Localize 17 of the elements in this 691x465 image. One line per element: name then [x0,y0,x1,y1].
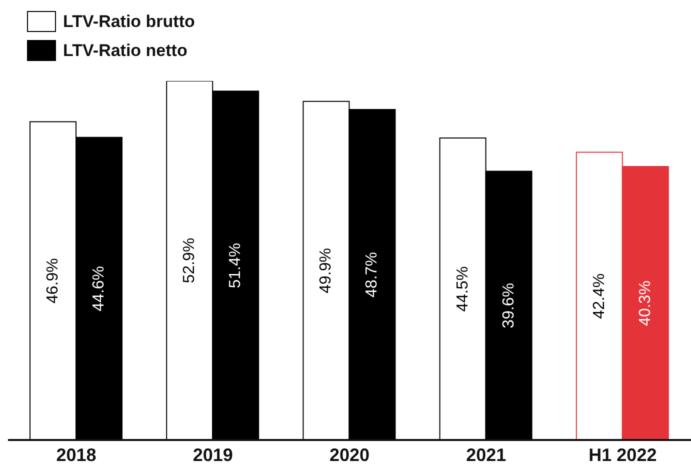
data-label: 46.9% [44,258,62,304]
data-label: 42.4% [590,273,608,319]
data-label: 44.6% [90,266,108,312]
x-tick-label: 2020 [329,445,370,465]
data-label: 49.9% [318,248,335,294]
x-tick-label: 2018 [56,445,96,465]
legend-label: LTV-Ratio netto [63,40,188,60]
x-tick-label: 2021 [466,445,506,465]
x-tick-label: H1 2022 [588,445,657,465]
data-label: 39.6% [500,282,518,328]
data-label: 44.5% [454,266,472,312]
data-label: 48.7% [364,252,381,298]
legend-label: LTV-Ratio brutto [63,12,195,32]
data-label: 51.4% [227,242,244,288]
x-tick-label: 2019 [192,445,233,465]
data-label: 40.3% [636,280,654,326]
data-label: 52.9% [181,238,198,284]
